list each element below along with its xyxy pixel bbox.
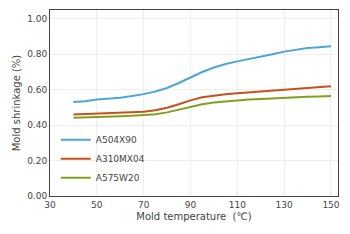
svg-text:0.20: 0.20 (27, 156, 47, 166)
svg-text:0.80: 0.80 (27, 49, 47, 59)
svg-text:150: 150 (322, 200, 339, 210)
svg-text:A575W20: A575W20 (96, 173, 140, 183)
svg-text:50: 50 (91, 200, 103, 210)
svg-text:A310MX04: A310MX04 (96, 154, 145, 164)
svg-text:Mold temperature (℃): Mold temperature (℃) (136, 211, 251, 222)
svg-text:70: 70 (138, 200, 150, 210)
svg-text:Mold shrinkage (%): Mold shrinkage (%) (11, 55, 22, 152)
svg-text:0.40: 0.40 (27, 120, 47, 130)
svg-text:110: 110 (229, 200, 246, 210)
svg-text:A504X90: A504X90 (96, 135, 137, 145)
svg-text:90: 90 (185, 200, 197, 210)
svg-text:0.00: 0.00 (27, 191, 47, 201)
svg-text:30: 30 (44, 200, 56, 210)
svg-text:130: 130 (276, 200, 293, 210)
svg-text:0.60: 0.60 (27, 85, 47, 95)
svg-text:1.00: 1.00 (27, 14, 47, 24)
